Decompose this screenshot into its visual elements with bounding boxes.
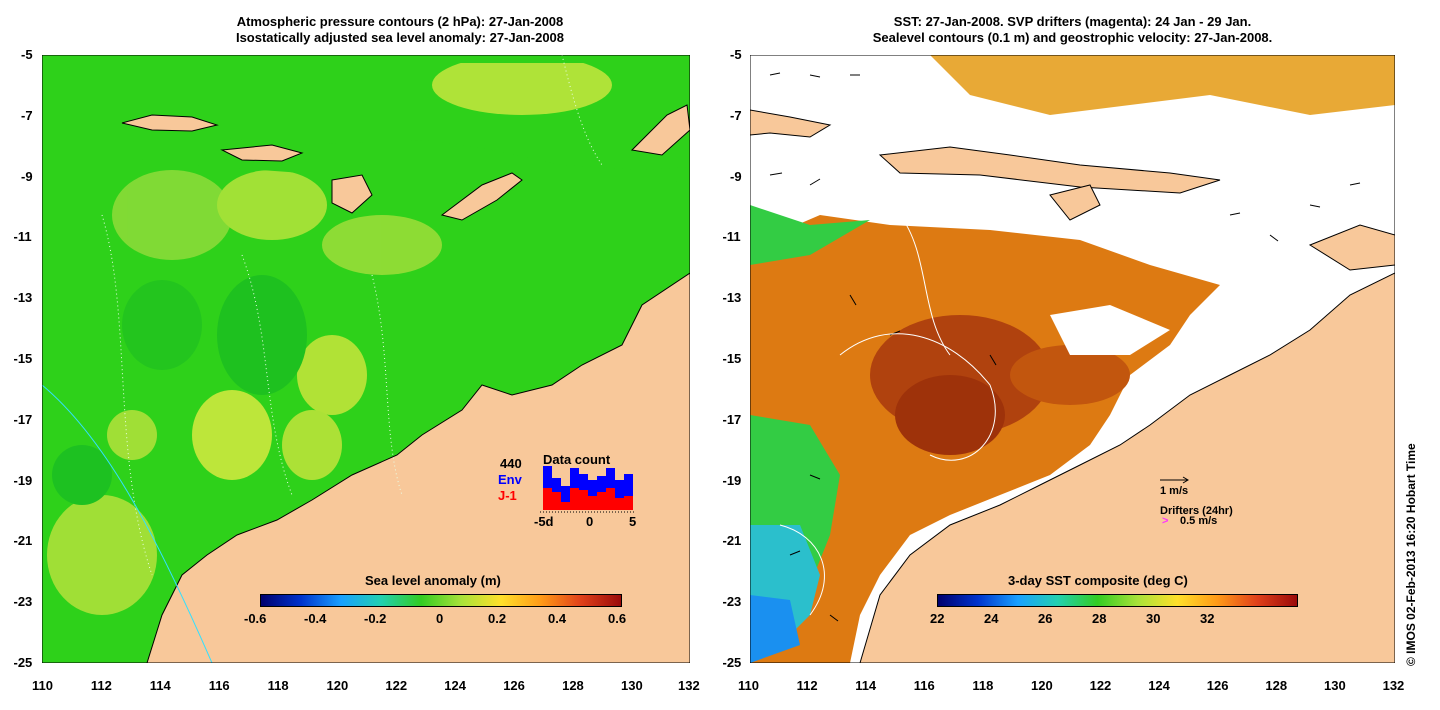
colorbar-tick: 0.4 <box>548 611 567 626</box>
lon-tick: 116 <box>913 678 935 693</box>
lon-tick: 130 <box>621 678 643 693</box>
sst-field <box>750 55 1395 663</box>
land <box>750 109 1395 663</box>
velocity-legend-arrow <box>1160 476 1189 484</box>
lon-tick: 124 <box>1148 678 1170 693</box>
left-colorbar-title: Sea level anomaly (m) <box>365 573 501 588</box>
colorbar-tick: 26 <box>1038 611 1053 626</box>
lon-tick: 116 <box>208 678 230 693</box>
lat-tick: -21 <box>722 533 742 549</box>
data-count-axis-mid: 0 <box>586 514 594 529</box>
left-title-line2: Isostatically adjusted sea level anomaly… <box>235 30 565 45</box>
land <box>42 55 690 663</box>
colorbar-tick: 30 <box>1146 611 1161 626</box>
lat-tick: -25 <box>722 655 742 670</box>
colorbar-tick: 24 <box>984 611 999 626</box>
colorbar-tick: 0.2 <box>488 611 507 626</box>
bathymetry-contour <box>42 384 213 663</box>
lat-tick: -13 <box>13 290 33 306</box>
lon-tick: 120 <box>1031 678 1053 693</box>
lat-tick: -11 <box>722 229 741 245</box>
lat-tick: -21 <box>13 533 33 549</box>
lon-tick: 118 <box>972 678 994 693</box>
drifter-symbol: > <box>1162 515 1169 527</box>
lon-tick: 126 <box>1206 678 1229 693</box>
colorbar-tick: -0.2 <box>364 611 387 626</box>
data-count-title: Data count <box>543 452 611 467</box>
lon-tick: 132 <box>1382 678 1405 693</box>
lat-tick: -13 <box>722 290 742 306</box>
lat-tick: -23 <box>13 594 33 610</box>
lat-tick: -17 <box>722 411 742 427</box>
data-count-total: 440 <box>500 456 522 471</box>
right-title-line2: Sealevel contours (0.1 m) and geostrophi… <box>872 30 1273 45</box>
lon-tick: 110 <box>32 678 53 693</box>
data-count-histogram <box>540 466 636 513</box>
sea-level-contours <box>779 214 996 616</box>
lon-tick: 126 <box>503 678 525 693</box>
lat-tick: -15 <box>13 351 33 366</box>
left-map-sea-level-anomaly <box>42 55 690 663</box>
data-count-axis-right: 5 <box>629 514 637 529</box>
sla-anomaly-field <box>47 55 612 615</box>
right-title-line1: SST: 27-Jan-2008. SVP drifters (magenta)… <box>893 14 1252 29</box>
colorbar-tick: 22 <box>930 611 945 626</box>
lon-tick: 114 <box>149 678 171 693</box>
left-title: Atmospheric pressure contours (2 hPa): 2… <box>110 14 690 46</box>
left-lon-tick-last: 132 <box>678 678 700 693</box>
lon-tick: 114 <box>855 678 877 693</box>
lon-tick: 130 <box>1324 678 1346 693</box>
lon-tick: 128 <box>1265 678 1288 693</box>
velocity-legend-label: 1 m/s <box>1160 485 1189 497</box>
lon-tick: 112 <box>796 678 818 693</box>
lon-tick: 122 <box>1089 678 1112 693</box>
lon-tick: 124 <box>444 678 466 693</box>
lat-tick: -9 <box>21 168 33 184</box>
histogram-bars <box>543 466 633 510</box>
colorbar-tick: -0.6 <box>244 611 267 626</box>
lon-tick: 118 <box>267 678 289 693</box>
lon-tick: 120 <box>326 678 349 693</box>
lat-tick: -19 <box>722 472 742 488</box>
lat-tick: -19 <box>13 472 33 488</box>
lon-tick: 112 <box>90 678 112 693</box>
lat-tick: -5 <box>21 47 33 62</box>
lon-tick: 122 <box>385 678 408 693</box>
credit-text: © IMOS 02-Feb-2013 16:20 Hobart Time <box>1404 443 1418 666</box>
data-count-axis-left: -5d <box>534 514 554 529</box>
velocity-vectors <box>769 72 1361 622</box>
colorbar-tick: 0 <box>436 611 444 626</box>
data-count-env-label: Env <box>498 472 522 487</box>
colorbar-tick: 32 <box>1200 611 1215 626</box>
colorbar-tick: 0.6 <box>608 611 627 626</box>
lat-tick: -17 <box>13 411 33 427</box>
lon-tick: 110 <box>738 678 759 693</box>
lat-tick: -25 <box>13 655 33 670</box>
lat-tick: -15 <box>722 351 742 366</box>
data-count-j1-label: J-1 <box>498 488 517 503</box>
right-colorbar-title: 3-day SST composite (deg C) <box>1008 573 1188 588</box>
lat-tick: -7 <box>21 107 33 123</box>
lon-tick: 128 <box>562 678 584 693</box>
pressure-contours <box>101 55 603 576</box>
drifters-legend-label: Drifters (24hr) <box>1160 505 1233 517</box>
lat-tick: -9 <box>730 168 742 184</box>
colorbar-tick: 28 <box>1092 611 1107 626</box>
left-title-line1: Atmospheric pressure contours (2 hPa): 2… <box>236 14 564 29</box>
colorbar-tick: -0.4 <box>304 611 327 626</box>
lat-tick: -23 <box>722 594 742 610</box>
right-title: SST: 27-Jan-2008. SVP drifters (magenta)… <box>750 14 1395 46</box>
lat-tick: -5 <box>730 47 742 62</box>
right-map-sst <box>750 55 1395 663</box>
drifter-speed-label: 0.5 m/s <box>1180 515 1218 527</box>
lat-tick: -11 <box>13 229 32 245</box>
right-colorbar <box>937 594 1298 607</box>
lat-tick: -7 <box>730 107 742 123</box>
left-colorbar <box>260 594 622 607</box>
